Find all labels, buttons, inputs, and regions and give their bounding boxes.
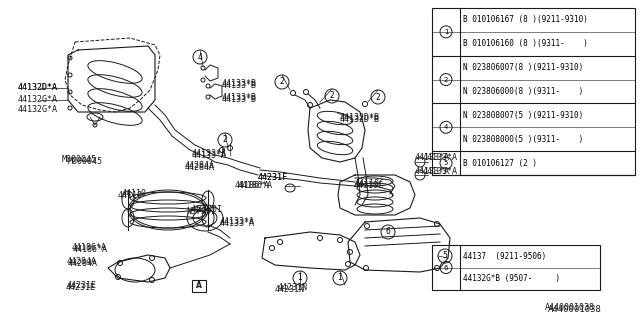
Text: 44132D*A: 44132D*A <box>18 84 58 92</box>
Text: 44186*A: 44186*A <box>73 245 108 254</box>
Text: 44110C: 44110C <box>354 180 384 189</box>
Text: A440001038: A440001038 <box>545 303 595 313</box>
Text: 44132D*B: 44132D*B <box>340 114 380 123</box>
Text: 44132D*A: 44132D*A <box>18 84 58 92</box>
Text: N 023808000(5 )(9311-    ): N 023808000(5 )(9311- ) <box>463 135 583 144</box>
Text: 5: 5 <box>443 252 447 260</box>
Text: 1: 1 <box>338 274 342 283</box>
Text: 44231N: 44231N <box>278 284 308 292</box>
Text: 44110: 44110 <box>118 190 143 199</box>
Text: 44133*A: 44133*A <box>423 154 458 163</box>
Text: 1: 1 <box>298 274 302 283</box>
Text: 44132G*B (9507-     ): 44132G*B (9507- ) <box>463 274 560 283</box>
Text: 2: 2 <box>223 135 227 145</box>
Text: M000045: M000045 <box>62 156 97 164</box>
Text: N3700I: N3700I <box>186 207 216 217</box>
Text: A: A <box>196 282 202 291</box>
Text: 44133*B: 44133*B <box>222 81 257 90</box>
Text: N 023806007(8 )(9211-9310): N 023806007(8 )(9211-9310) <box>463 63 583 72</box>
Text: 4: 4 <box>198 52 202 61</box>
Text: 44133*A: 44133*A <box>220 218 255 227</box>
Text: 44284A: 44284A <box>185 164 215 172</box>
Text: 4: 4 <box>444 124 448 130</box>
Text: 44132D*B: 44132D*B <box>340 116 380 124</box>
Text: N 023808007(5 )(9211-9310): N 023808007(5 )(9211-9310) <box>463 111 583 120</box>
Text: 44133*A: 44133*A <box>192 148 227 157</box>
Text: 44133*A: 44133*A <box>423 167 458 177</box>
Text: 44284A: 44284A <box>67 257 97 266</box>
Text: 44133*B: 44133*B <box>222 93 257 102</box>
Text: 2: 2 <box>280 77 284 86</box>
Text: 44284A: 44284A <box>185 161 215 170</box>
Text: 44110C: 44110C <box>355 180 385 188</box>
Bar <box>432 245 600 290</box>
Text: 44231F: 44231F <box>258 173 288 182</box>
Text: 44133*A: 44133*A <box>192 150 227 159</box>
Text: N3700I: N3700I <box>192 205 222 214</box>
Text: 2: 2 <box>444 76 448 83</box>
Text: 44133*A: 44133*A <box>220 220 255 228</box>
Text: 44231E: 44231E <box>67 281 97 290</box>
Text: 5: 5 <box>444 160 448 166</box>
Text: 44133*B: 44133*B <box>222 95 257 105</box>
Text: 44110: 44110 <box>122 188 147 197</box>
Text: 44137  (9211-9506): 44137 (9211-9506) <box>463 252 547 261</box>
Text: 6: 6 <box>444 265 448 270</box>
Bar <box>192 280 206 292</box>
Text: 6: 6 <box>385 228 390 236</box>
Text: 44133*B: 44133*B <box>222 79 257 89</box>
Text: B 010106160 (8 )(9311-    ): B 010106160 (8 )(9311- ) <box>463 39 588 48</box>
Text: 2: 2 <box>376 92 380 101</box>
Text: 1: 1 <box>444 29 448 35</box>
Text: 44186*A: 44186*A <box>72 244 107 252</box>
Text: 44186*A: 44186*A <box>238 180 273 189</box>
Text: 44231E: 44231E <box>66 284 96 292</box>
Text: 44133*A: 44133*A <box>415 154 450 163</box>
Text: 2: 2 <box>330 92 334 100</box>
Text: 44132G*A: 44132G*A <box>18 95 58 105</box>
Text: 44284A: 44284A <box>68 260 98 268</box>
Text: 44133*A: 44133*A <box>415 167 450 177</box>
Text: 44231N: 44231N <box>275 285 305 294</box>
Text: 44132G*A: 44132G*A <box>18 106 58 115</box>
Text: A440001038: A440001038 <box>548 306 602 315</box>
Text: 44186*A: 44186*A <box>235 181 270 190</box>
Text: N 023806000(8 )(9311-    ): N 023806000(8 )(9311- ) <box>463 87 583 96</box>
Text: B 010106167 (8 )(9211-9310): B 010106167 (8 )(9211-9310) <box>463 15 588 24</box>
Text: M000045: M000045 <box>68 157 103 166</box>
Text: B 010106127 (2 ): B 010106127 (2 ) <box>463 159 537 168</box>
Text: 44231F: 44231F <box>258 173 288 182</box>
Bar <box>432 8 635 175</box>
